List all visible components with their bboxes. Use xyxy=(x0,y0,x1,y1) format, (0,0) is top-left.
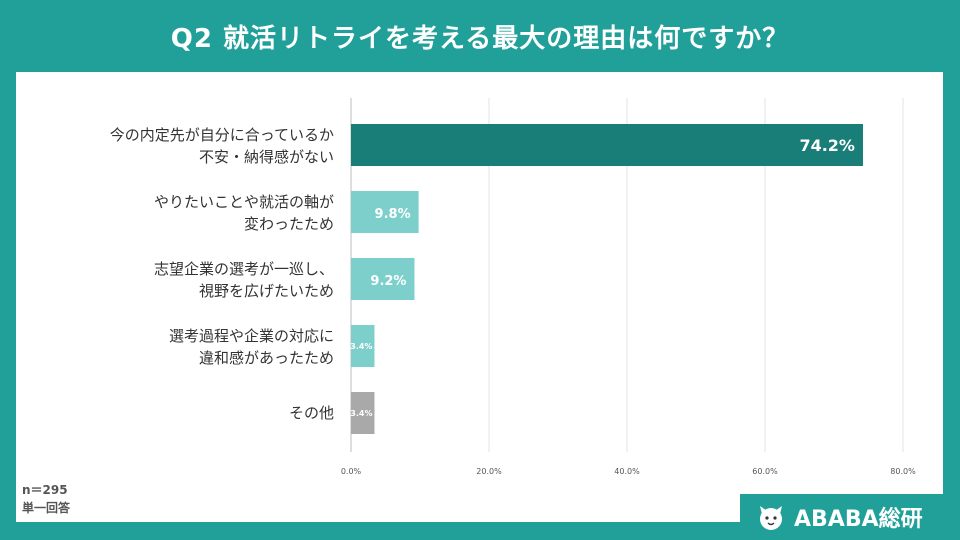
data-label-3: 3.4% xyxy=(350,342,372,351)
category-label-0-0: 今の内定先が自分に合っているか xyxy=(110,126,334,144)
x-tick-label-1: 20.0% xyxy=(476,467,502,476)
x-tick-label-2: 40.0% xyxy=(614,467,640,476)
logo: ABABA総研 xyxy=(740,494,943,540)
data-label-1: 9.8% xyxy=(375,207,411,222)
sample-size-note: n＝295 xyxy=(22,483,68,497)
category-label-2-0: 志望企業の選考が一巡し、 xyxy=(154,260,334,278)
x-tick-label-4: 80.0% xyxy=(890,467,916,476)
category-label-1-1: 変わったため xyxy=(244,215,334,233)
data-label-0: 74.2% xyxy=(799,136,855,155)
category-label-3-0: 選考過程や企業の対応に xyxy=(169,327,334,345)
category-label-2-1: 視野を広げたいため xyxy=(199,282,334,300)
bar-2 xyxy=(351,258,415,300)
bar-chart: 0.0% 20.0% 40.0% 60.0% 80.0% 74.2% 今の内定先が自分に合っ… xyxy=(110,98,916,476)
bar-3 xyxy=(351,325,375,367)
ababa-mascot-icon xyxy=(760,506,782,530)
logo-text: ABABA総研 xyxy=(794,507,923,532)
x-tick-label-0: 0.0% xyxy=(341,467,362,476)
x-tick-label-3: 60.0% xyxy=(752,467,778,476)
data-label-4: 3.4% xyxy=(350,409,372,418)
chart-title: Q2 就活リトライを考える最大の理由は何ですか？ xyxy=(170,24,790,54)
data-label-2: 9.2% xyxy=(370,274,406,289)
category-label-0-1: 不安・納得感がない xyxy=(199,148,334,166)
bar-0 xyxy=(351,124,863,166)
bar-1 xyxy=(351,191,419,233)
answer-type-note: 単一回答 xyxy=(22,501,71,515)
bar-4 xyxy=(351,392,375,434)
category-label-4-0: その他 xyxy=(289,404,334,422)
category-label-3-1: 違和感があったため xyxy=(199,349,334,367)
category-label-1-0: やりたいことや就活の軸が xyxy=(154,193,334,211)
chart-panel: 0.0% 20.0% 40.0% 60.0% 80.0% 74.2% 今の内定先が自分に合っ… xyxy=(16,72,943,522)
